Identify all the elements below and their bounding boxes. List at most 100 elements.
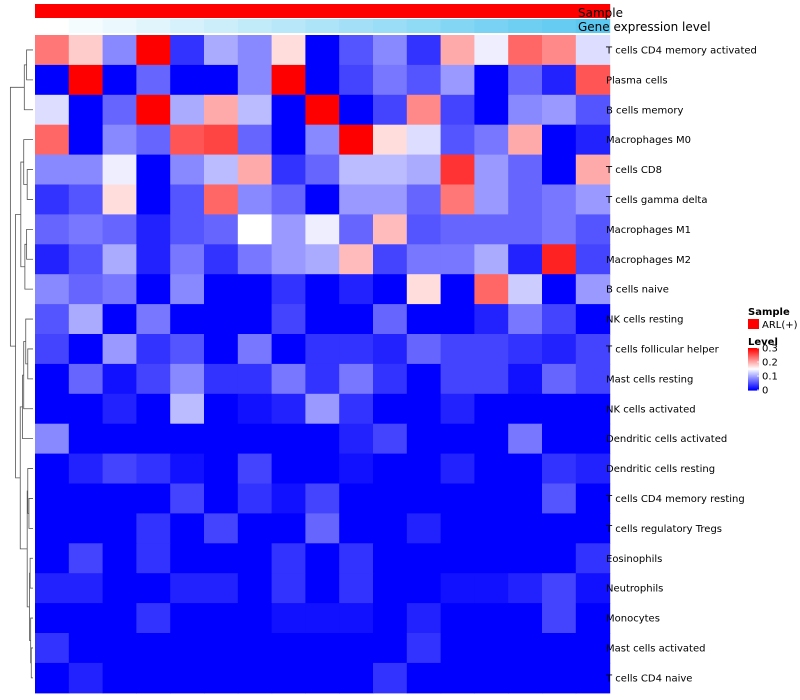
heatmap-cell [271, 274, 306, 305]
heatmap-cell [35, 483, 70, 514]
heatmap-cell [136, 274, 171, 305]
heatmap-cell [102, 662, 137, 694]
heatmap-cell [474, 363, 509, 395]
heatmap-cell [68, 304, 104, 335]
heatmap-cell [440, 334, 475, 365]
heatmap-cell [35, 393, 70, 425]
expression-annotation-cell [170, 19, 205, 33]
heatmap-cell [406, 214, 442, 245]
dendrogram-branch [23, 341, 33, 410]
heatmap-cell [35, 363, 70, 395]
heatmap-cell [136, 483, 171, 514]
heatmap-cell [136, 154, 171, 186]
heatmap-cell [102, 603, 137, 634]
heatmap-cell [170, 35, 205, 66]
heatmap-cell [204, 274, 239, 305]
legend-level-ticks: 0.3 0.2 0.1 0 [757, 344, 778, 397]
heatmap-cell [305, 453, 340, 485]
heatmap-cell [508, 64, 543, 96]
heatmap-cell [204, 573, 239, 604]
heatmap-cell [237, 274, 273, 305]
heatmap-cell [204, 154, 239, 186]
heatmap-cell [102, 184, 137, 215]
dendrogram-branch [23, 64, 33, 111]
sample-annotation-cell [474, 4, 509, 18]
heatmap-cell [474, 633, 509, 664]
heatmap-cell [305, 94, 340, 126]
heatmap-cell [305, 483, 340, 514]
heatmap-cell [305, 363, 340, 395]
heatmap-cell [575, 334, 611, 365]
heatmap-cell [136, 94, 171, 126]
heatmap-cell [575, 662, 611, 694]
heatmap-cell [305, 154, 340, 186]
heatmap-cell [542, 363, 577, 395]
heatmap-cell [237, 304, 273, 335]
row-label: Neutrophils [606, 584, 663, 595]
sample-annotation-cell [542, 4, 577, 18]
heatmap-cell [170, 214, 205, 245]
legend-gradient-step [748, 381, 759, 383]
heatmap-cell [271, 64, 306, 96]
heatmap-cell [440, 633, 475, 664]
dendrogram-branch [20, 161, 25, 268]
heatmap-cell [474, 94, 509, 126]
dendrogram-branch [29, 557, 33, 589]
row-label: Macrophages M0 [606, 135, 691, 146]
heatmap-cell [542, 154, 577, 186]
heatmap-cell [204, 543, 239, 574]
heatmap-cell [339, 334, 374, 365]
heatmap-cell [35, 94, 70, 126]
legend-gradient-step [748, 358, 759, 360]
legend-gradient-step [748, 380, 759, 382]
heatmap-cell [204, 244, 239, 275]
heatmap-cell [305, 124, 340, 156]
legend-gradient-step [748, 371, 759, 373]
legend-gradient-step [748, 386, 759, 388]
sample-annotation-cell [136, 4, 171, 18]
heatmap-cell [575, 304, 611, 335]
sample-annotation-cell [204, 4, 239, 18]
legend-gradient-step [748, 364, 759, 366]
row-label: Eosinophils [606, 554, 662, 565]
heatmap-cell [474, 662, 509, 694]
heatmap-cell [406, 633, 442, 664]
heatmap-cell [237, 662, 273, 694]
heatmap-cell [474, 483, 509, 514]
dendrogram-branch [22, 374, 33, 440]
row-labels: T cells CD4 memory activated Plasma cells… [605, 45, 757, 684]
heatmap-cell [170, 662, 205, 694]
heatmap-cell [102, 453, 137, 485]
legend: Sample ARL(+) Level 0.3 0.2 0.1 0 [748, 307, 798, 397]
heatmap-cell [474, 214, 509, 245]
heatmap-cell [373, 453, 408, 485]
heatmap-cell [35, 573, 70, 604]
heatmap-cell [575, 124, 611, 156]
heatmap-cell [339, 603, 374, 634]
expression-annotation-cell [271, 19, 306, 33]
heatmap-cell [305, 513, 340, 544]
row-label: Mast cells activated [606, 643, 705, 654]
heatmap-cell [575, 214, 611, 245]
heatmap-cell [237, 393, 273, 425]
heatmap-cell [440, 35, 475, 66]
expression-annotation-cell [102, 19, 137, 33]
legend-sample-swatch [748, 319, 759, 329]
row-label: Dendritic cells resting [606, 464, 715, 475]
heatmap-cell [136, 453, 171, 485]
heatmap-cell [440, 94, 475, 126]
legend-gradient-step [748, 389, 759, 391]
heatmap-cell [237, 603, 273, 634]
heatmap-cell [271, 543, 306, 574]
heatmap-cell [575, 35, 611, 66]
heatmap-cell [373, 483, 408, 514]
sample-annotation-cell [271, 4, 306, 18]
dendrogram-branch [26, 49, 33, 81]
dendrogram-branch [30, 617, 33, 664]
legend-gradient-step [748, 353, 759, 355]
dendrogram-branch [30, 647, 33, 679]
heatmap-cell [204, 453, 239, 485]
legend-gradient-step [748, 373, 759, 375]
sample-annotation-cell [373, 4, 408, 18]
heatmap-cell [102, 573, 137, 604]
